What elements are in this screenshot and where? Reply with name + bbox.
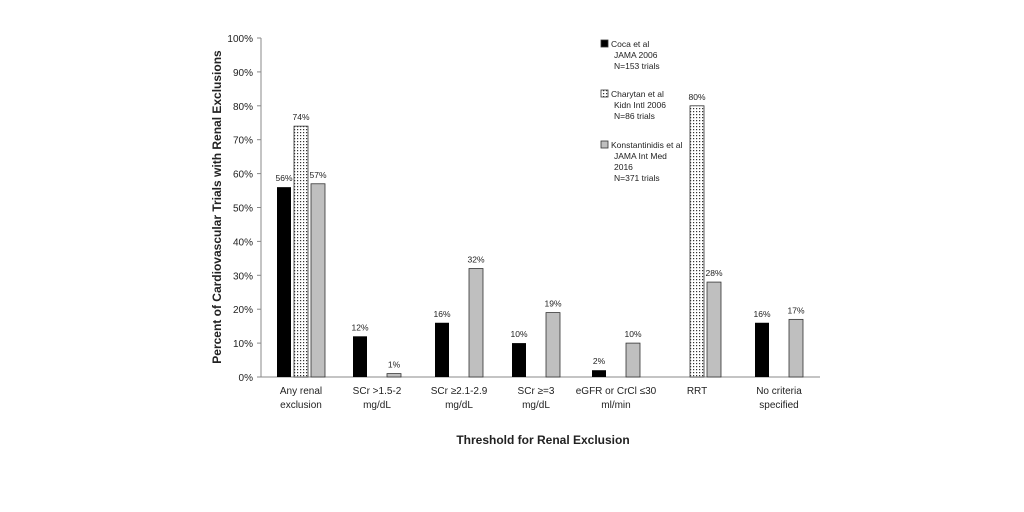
y-tick-label: 50% — [233, 204, 253, 215]
y-tick-label: 40% — [233, 237, 253, 248]
bar — [435, 322, 449, 377]
x-tick-label: Any renal exclusion — [280, 386, 322, 411]
bars: 56% 12% 16% 10% 2% 16% 74% 80% 57% 1% 32% 19% 10% 28%… — [275, 92, 805, 378]
bar — [277, 187, 291, 377]
data-label: 1% — [388, 360, 401, 370]
legend-label: Charytan et al Kidn Intl 2006 N=86 trials — [611, 89, 666, 121]
x-tick-label: No criteria specified — [756, 386, 802, 411]
y-tick-label: 80% — [233, 102, 253, 113]
y-tick-label: 30% — [233, 271, 253, 282]
data-label: 56% — [275, 173, 292, 183]
bar — [293, 125, 309, 378]
legend-label: Coca et al JAMA 2006 N=153 trials — [611, 39, 660, 71]
data-label: 57% — [309, 170, 326, 180]
data-label: 19% — [544, 299, 561, 309]
x-tick-label: eGFR or CrCl ≤30 ml/min — [576, 386, 657, 411]
y-tick-label: 100% — [227, 34, 253, 45]
y-tick-label: 20% — [233, 305, 253, 316]
bar — [592, 370, 606, 377]
y-tick-label: 60% — [233, 170, 253, 181]
y-tick-label: 90% — [233, 68, 253, 79]
legend: Coca et al JAMA 2006 N=153 trials Charytan … — [600, 39, 682, 183]
plot-area: 0% 10% 20% 30% 40% 50% 60% 70% 80% 90% 100% Any ren… — [227, 34, 820, 411]
bar — [512, 343, 526, 377]
x-tick-label: SCr >1.5-2 mg/dL — [353, 386, 402, 411]
y-axis-title: Percent of Cardiovascular Trials with Re… — [210, 50, 224, 364]
data-label: 2% — [593, 356, 606, 366]
data-label: 16% — [753, 309, 770, 319]
bar — [625, 342, 641, 378]
bar — [310, 183, 326, 378]
bar — [386, 373, 402, 378]
bar — [353, 336, 367, 377]
data-label: 32% — [467, 255, 484, 265]
y-tick-label: 70% — [233, 136, 253, 147]
data-label: 17% — [787, 305, 804, 315]
x-tick-label: RRT — [687, 386, 707, 397]
data-label: 10% — [624, 329, 641, 339]
x-tick-label: SCr ≥=3 mg/dL — [518, 386, 555, 411]
data-label: 10% — [510, 329, 527, 339]
y-tick-label: 0% — [239, 373, 254, 384]
bar — [468, 268, 484, 378]
data-label: 12% — [351, 322, 368, 332]
bar — [689, 105, 705, 378]
data-label: 16% — [433, 309, 450, 319]
legend-swatch — [600, 39, 609, 48]
x-tick-label: SCr ≥2.1-2.9 mg/dL — [431, 386, 488, 411]
legend-label: Konstantinidis et al JAMA Int Med 2016 N=37… — [611, 140, 682, 183]
data-label: 80% — [688, 92, 705, 102]
data-label: 28% — [705, 268, 722, 278]
bar — [788, 318, 804, 378]
x-axis-title: Threshold for Renal Exclusion — [456, 433, 629, 447]
legend-swatch — [600, 89, 609, 98]
legend-swatch — [600, 140, 609, 149]
bar — [706, 281, 722, 378]
data-label: 74% — [292, 112, 309, 122]
bar — [755, 322, 769, 377]
bar — [545, 312, 561, 378]
y-tick-label: 10% — [233, 339, 253, 350]
